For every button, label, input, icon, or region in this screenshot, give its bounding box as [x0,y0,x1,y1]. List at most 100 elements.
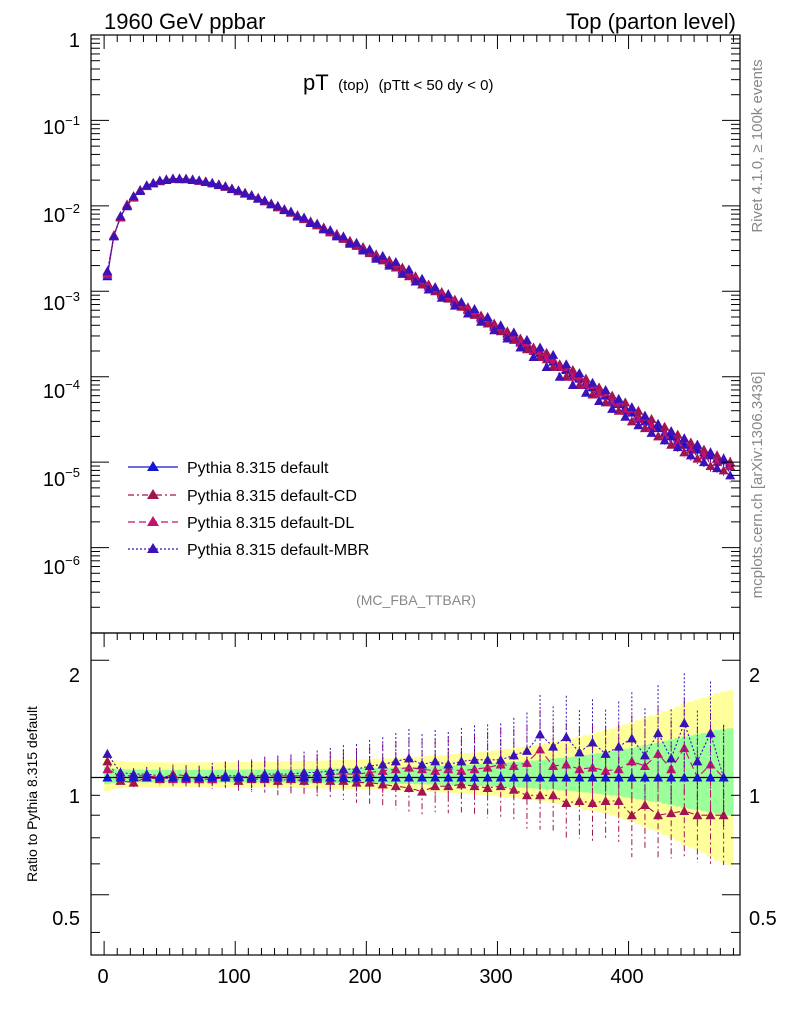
ratio-point-default [272,772,283,782]
data-point [377,250,388,260]
ratio-ticklabel-1-left: 1 [69,786,80,808]
ratio-point [653,810,664,820]
ratio-point [666,753,677,763]
data-point [174,173,185,183]
ratio-band-inner [333,768,341,784]
ratio-band-inner [687,735,695,809]
data-point [705,461,716,471]
ratio-point [600,748,611,758]
data-point [240,188,251,198]
data-point [508,327,519,337]
data-point [725,461,736,471]
data-point [299,212,310,222]
data-point [594,387,605,397]
ratio-point [417,759,428,769]
ratio-point [299,767,310,777]
x-ticklabels: 0 100 200 300 400 [97,966,643,988]
ratio-point [338,764,349,774]
ratio-band-inner [320,768,327,783]
ratio-point [102,764,113,774]
data-point [561,359,572,369]
y-ticklabel-1e-3: 10−3 [43,289,80,315]
ratio-point [312,767,323,777]
ratio-point [456,765,467,775]
data-point [456,296,467,306]
ratio-point-default [613,772,624,782]
ratio-point [613,796,624,806]
ratio-point-default [390,772,401,782]
ratio-point-default [626,772,637,782]
data-point [607,390,618,400]
data-point [430,282,441,292]
data-point [659,421,670,431]
y-ticklabel-1e-5: 10−5 [43,465,80,491]
data-point [502,333,513,343]
data-point [305,217,316,227]
ratio-point [115,767,126,777]
data-point [285,206,296,216]
data-point [410,276,421,286]
ratio-point-default [548,772,559,782]
ratio-point-default [141,772,152,782]
title-main: pT [303,70,329,95]
main-markers [102,173,736,483]
data-point [653,418,664,428]
data-point [587,377,598,387]
data-point [666,426,677,436]
ratio-band-inner [241,769,249,783]
data-point [692,439,703,449]
ratio-point-default [587,772,598,782]
ratio-point-default [521,772,532,782]
data-point [312,218,323,228]
data-point [548,349,559,359]
ratio-band-inner [608,751,616,796]
ratio-point [508,750,519,760]
ratio-point [574,764,585,774]
ratio-point [666,764,677,774]
data-point [515,342,526,352]
legend-label-mbr: Pythia 8.315 default-MBR [187,542,369,559]
ratio-band-inner [110,768,118,784]
data-point [181,173,192,183]
title-sub2: (pTtt < 50 dy < 0) [378,77,493,94]
ratio-point [417,786,428,796]
data-point [521,334,532,344]
data-point [476,316,487,326]
data-point [108,231,119,241]
data-point [725,470,736,480]
ratio-point [561,732,572,742]
ratio-point [128,777,139,787]
ratio-band-inner [543,759,550,790]
data-point [567,379,578,389]
ratio-point-default [469,772,480,782]
data-point [331,231,342,241]
data-point [187,174,198,184]
data-point [515,337,526,347]
data-point [148,178,159,188]
data-point [292,211,303,221]
data-point [554,371,565,381]
data-point [718,453,729,463]
ratio-point [390,764,401,774]
data-point [226,184,237,194]
mcplots-label: mcplots.cern.ch [arXiv:1306.3436] [749,372,766,599]
ratio-y-ticklabels: 2 1 0.5 2 1 0.5 [52,665,777,930]
data-point [685,450,696,460]
data-point [548,361,559,371]
ratio-point [587,762,598,772]
ratio-point-default [259,772,270,782]
data-point [679,447,690,457]
data-point [397,268,408,278]
data-point [580,387,591,397]
ratio-ylabel: Ratio to Pythia 8.315 default [24,706,40,882]
data-point [390,257,401,267]
data-point [672,437,683,447]
ratio-point [692,756,703,766]
data-point [574,368,585,378]
data-point [403,264,414,274]
ratio-point-default [403,772,414,782]
data-point [253,193,264,203]
ratio-band-inner [530,760,537,789]
ratio-band-inner [451,765,459,786]
ratio-point-default [495,772,506,782]
